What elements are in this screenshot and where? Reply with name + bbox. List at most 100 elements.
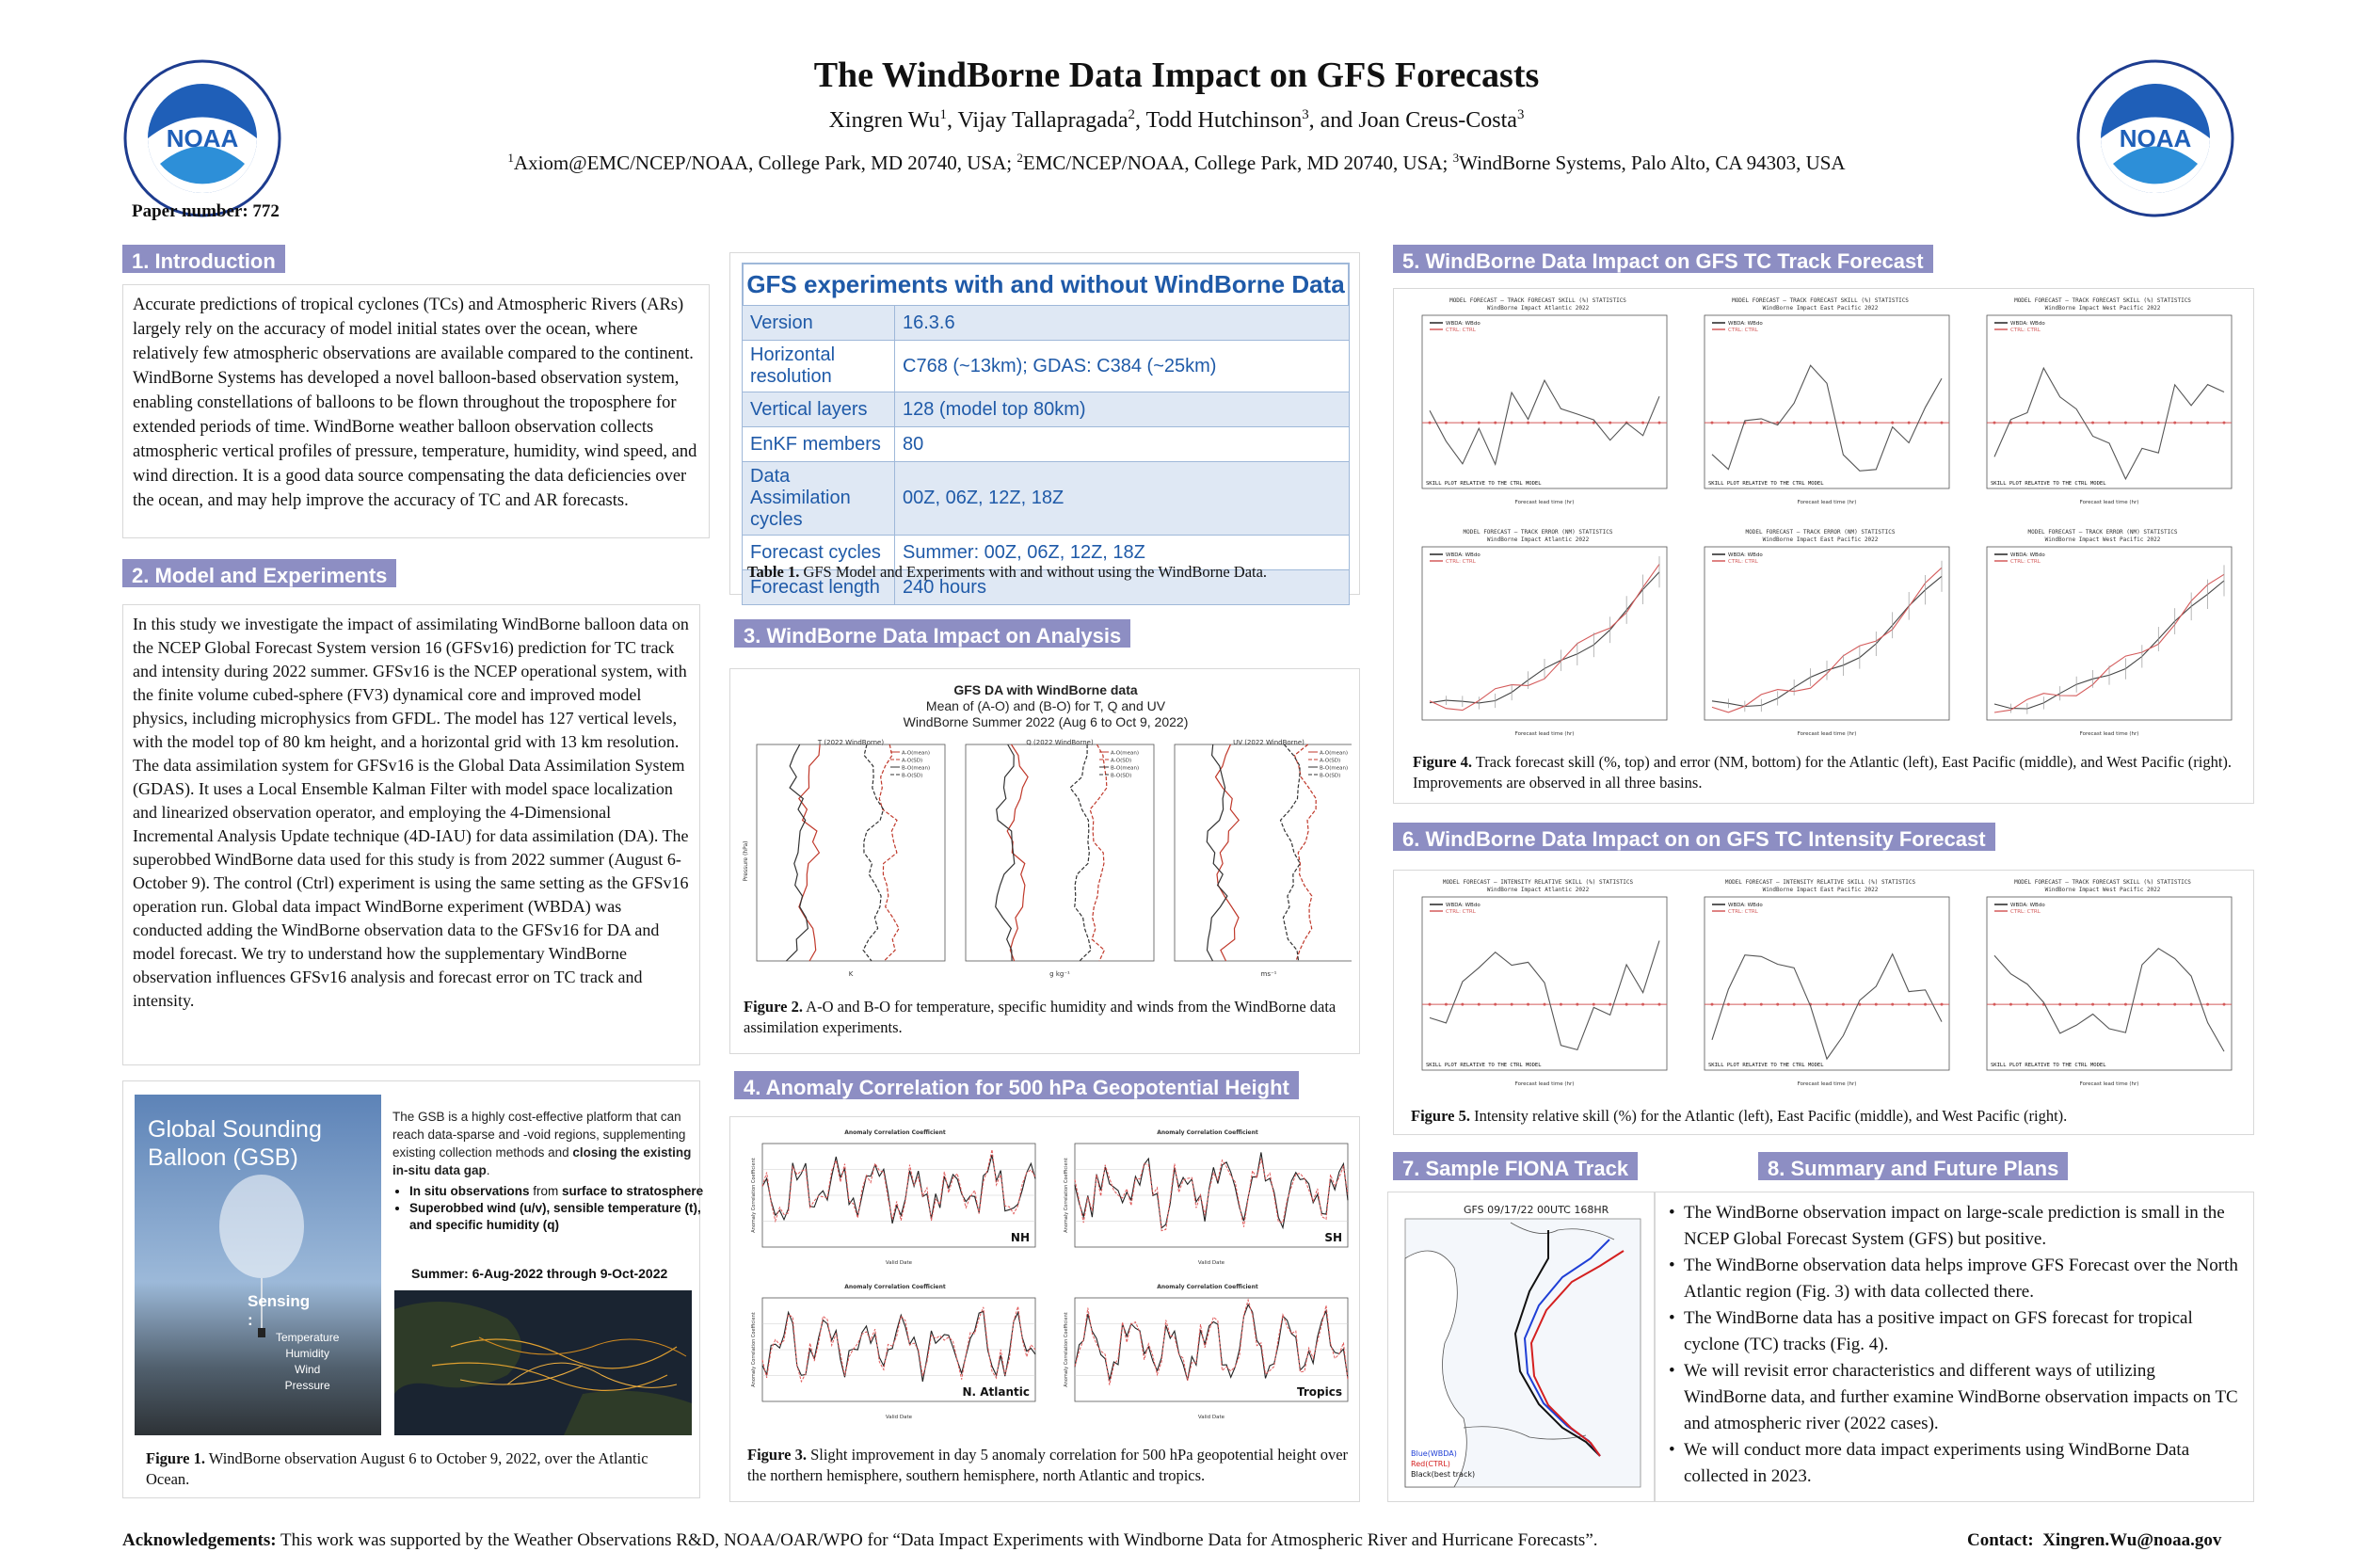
summary-box: The WindBorne observation impact on larg… xyxy=(1655,1192,2254,1502)
legend-label: CTRL: CTRL xyxy=(1728,559,1759,565)
ctrl-marker xyxy=(1858,1002,1862,1006)
svg-text:NOAA: NOAA xyxy=(2120,124,2192,152)
figure-fiona-box: GFS 09/17/22 00UTC 168HR Blue(WBDA) Red(CT… xyxy=(1387,1192,1655,1502)
sensing-label: Sensing: xyxy=(248,1292,311,1329)
legend-label: B-O(SD) xyxy=(902,774,922,779)
ctrl-marker xyxy=(2025,1002,2029,1006)
ctrl-marker xyxy=(2140,421,2144,424)
panel-subtitle: WindBorne Impact West Pacific 2022 xyxy=(2045,887,2161,893)
ctrl-marker xyxy=(1428,1002,1432,1006)
legend-label: CTRL: CTRL xyxy=(2010,328,2041,333)
x-axis-label: Forecast lead time (hr) xyxy=(1515,500,1575,505)
region-label: N. Atlantic xyxy=(962,1385,1030,1399)
ctrl-marker xyxy=(1444,421,1448,424)
legend-label: A-O(mean) xyxy=(1320,751,1348,757)
figure1-box: Global Sounding Balloon (GSB) Sensing: T… xyxy=(122,1080,703,1498)
ctrl-marker xyxy=(1759,421,1763,424)
profile-line xyxy=(1089,744,1108,962)
ctrl-marker xyxy=(2058,1002,2062,1006)
map-legend-label: Black(best track) xyxy=(1411,1470,1475,1479)
ctrl-marker xyxy=(2189,1002,2193,1006)
ctrl-marker xyxy=(1743,1002,1747,1006)
ctrl-marker xyxy=(1510,1002,1513,1006)
ctrl-line xyxy=(1074,1152,1349,1230)
paper-number: Paper number: 772 xyxy=(132,201,280,221)
profile-panel: UV (2022 WindBorne) ms⁻¹ A-O(mean) A-O(SD) B… xyxy=(1174,739,1352,978)
x-unit: g kg⁻¹ xyxy=(1049,970,1070,978)
y-axis-label: Anomaly Correlation Coefficient xyxy=(751,1158,757,1233)
wbda-skill-line xyxy=(1711,952,1943,1061)
figure4-box: MODEL FORECAST – TRACK FORECAST SKILL (%… xyxy=(1393,288,2254,804)
profile-line xyxy=(1214,744,1240,962)
wbda-skill-line xyxy=(1711,364,1943,472)
panel-title: MODEL FORECAST – TRACK ERROR (NM) STATIS… xyxy=(1746,529,1896,536)
ctrl-marker xyxy=(1657,1002,1661,1006)
ctrl-marker xyxy=(1841,421,1845,424)
skill-note: SKILL PLOT RELATIVE TO THE CTRL MODEL xyxy=(1426,1063,1542,1068)
ctrl-marker xyxy=(1494,1002,1497,1006)
ctrl-marker xyxy=(2222,1002,2226,1006)
anomaly-heading: 4. Anomaly Correlation for 500 hPa Geopo… xyxy=(734,1071,1299,1099)
profile-line xyxy=(1293,744,1317,962)
x-axis-label: Forecast lead time (hr) xyxy=(1798,1081,1857,1087)
figure4-track-panels: MODEL FORECAST – TRACK FORECAST SKILL (%… xyxy=(1421,297,2233,737)
ctrl-marker xyxy=(1657,421,1661,424)
table-param: EnKF members xyxy=(742,426,895,462)
x-unit: ms⁻¹ xyxy=(1261,970,1277,978)
contact-email[interactable]: Xingren.Wu@noaa.gov xyxy=(2042,1530,2222,1550)
figure3-acc-panels: Anomaly Correlation Coefficient NH Valid D… xyxy=(751,1129,1349,1420)
ctrl-marker xyxy=(1776,1002,1780,1006)
ctrl-marker xyxy=(1891,421,1895,424)
summary-item: The WindBorne data has a positive impact… xyxy=(1669,1305,2242,1358)
gsb-summer-dates: Summer: 6-Aug-2022 through 9-Oct-2022 xyxy=(411,1266,668,1281)
ctrl-marker xyxy=(1858,421,1862,424)
table-value: C768 (~13km); GDAS: C384 (~25km) xyxy=(894,340,1350,392)
ctrl-marker xyxy=(1543,1002,1546,1006)
legend-label: WBDA: WBdo xyxy=(2010,903,2045,908)
panel-title: MODEL FORECAST – TRACK FORECAST SKILL (%… xyxy=(1732,297,1909,304)
gsb-description: The GSB is a highly cost-effective platf… xyxy=(392,1110,692,1177)
ctrl-marker xyxy=(1924,1002,1928,1006)
figure5-caption: Figure 5. Intensity relative skill (%) f… xyxy=(1411,1107,2068,1125)
ctrl-marker xyxy=(2107,1002,2111,1006)
ctrl-marker xyxy=(2123,1002,2127,1006)
table-param: Version xyxy=(742,305,895,341)
ctrl-marker xyxy=(2074,421,2078,424)
poster-title: The WindBorne Data Impact on GFS Forecas… xyxy=(813,56,1540,95)
figure2-profiles: T (2022 WindBorne) K A-O(mean) A-O(SD) B-O(m… xyxy=(743,739,1352,978)
skill-note: SKILL PLOT RELATIVE TO THE CTRL MODEL xyxy=(1708,481,1824,487)
ctrl-marker xyxy=(1477,1002,1481,1006)
ctrl-marker xyxy=(2156,1002,2160,1006)
x-axis-label: Forecast lead time (hr) xyxy=(1798,500,1857,505)
gsb-title: Global Sounding Balloon (GSB) xyxy=(148,1116,322,1171)
coastline xyxy=(1510,1222,1615,1240)
x-axis-label: Valid Date xyxy=(886,1415,913,1420)
profile-line xyxy=(878,744,900,962)
wbda-skill-line xyxy=(1993,948,2225,1052)
legend: A-O(mean) A-O(SD) B-O(mean) B-O(SD) xyxy=(1308,751,1348,779)
y-axis-label: Anomaly Correlation Coefficient xyxy=(1064,1312,1069,1387)
track-skill-panel: MODEL FORECAST – TRACK FORECAST SKILL (%… xyxy=(1704,297,1950,505)
panel-title: Anomaly Correlation Coefficient xyxy=(1157,1129,1258,1136)
legend-label: A-O(mean) xyxy=(1111,751,1139,757)
intensity-skill-panel: MODEL FORECAST – INTENSITY RELATIVE SKIL… xyxy=(1421,879,1668,1087)
skill-note: SKILL PLOT RELATIVE TO THE CTRL MODEL xyxy=(1708,1063,1824,1068)
legend-label: WBDA: WBdo xyxy=(2010,321,2045,327)
table-value: 00Z, 06Z, 12Z, 18Z xyxy=(894,461,1350,536)
region-label: SH xyxy=(1324,1231,1342,1244)
table-value: 16.3.6 xyxy=(894,305,1350,341)
track-heading: 5. WindBorne Data Impact on GFS TC Track… xyxy=(1393,245,1933,273)
ctrl-marker xyxy=(1609,421,1612,424)
x-axis-label: Valid Date xyxy=(1198,1415,1225,1420)
panel-subtitle: WindBorne Impact West Pacific 2022 xyxy=(2045,536,2161,543)
panel-frame xyxy=(1421,314,1668,489)
skill-note: SKILL PLOT RELATIVE TO THE CTRL MODEL xyxy=(1991,1063,2106,1068)
author-name: Joan Creus-Costa xyxy=(1358,108,1517,133)
sensing-item: Wind xyxy=(295,1363,321,1376)
acknowledgements: Acknowledgements: This work was supporte… xyxy=(122,1530,1598,1550)
